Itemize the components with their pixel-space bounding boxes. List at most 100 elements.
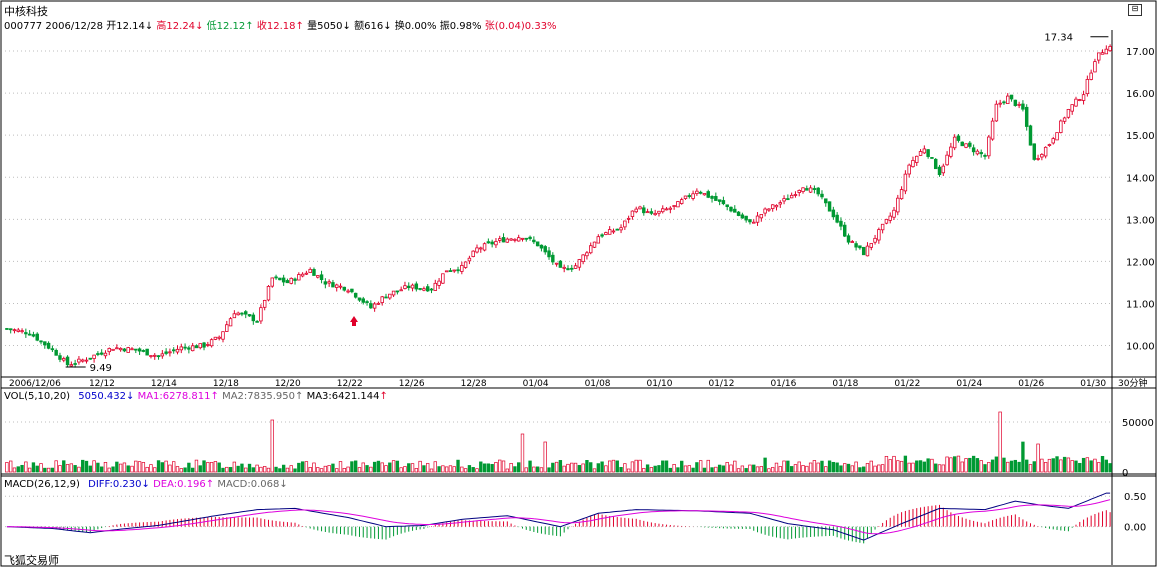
volume-bar — [513, 466, 517, 473]
candle-body — [35, 333, 39, 341]
volume-bar — [209, 462, 214, 473]
date-tick-label: 01/16 — [770, 379, 796, 389]
candle-body — [369, 303, 373, 309]
candle-body — [334, 284, 339, 288]
candle-body — [278, 277, 282, 281]
high-price: 高12.24 — [156, 21, 196, 32]
candle-body — [422, 288, 426, 291]
volume-bar — [297, 462, 301, 473]
volume-bar — [479, 461, 483, 473]
volume-bar — [858, 467, 862, 473]
volume-bar — [308, 467, 312, 473]
volume-bar — [5, 462, 9, 473]
candle-body — [338, 285, 343, 288]
volume-bar — [482, 463, 487, 473]
date-tick-label: 12/26 — [399, 379, 425, 389]
candle-body — [494, 241, 498, 246]
candle-body — [115, 347, 119, 350]
volume-bar — [846, 463, 851, 473]
volume-bar — [137, 461, 142, 473]
candle-body — [899, 189, 904, 200]
volume-bar — [854, 461, 858, 473]
price-tick-label: 10.00 — [1126, 342, 1155, 353]
volume-bar — [1021, 441, 1025, 473]
candle-body — [156, 355, 161, 358]
candle-body — [607, 229, 612, 235]
volume-bar — [31, 462, 36, 473]
candle-body — [479, 247, 483, 250]
volume-bar — [62, 460, 66, 473]
candle-body — [968, 142, 972, 147]
volume-bar — [255, 464, 259, 473]
volume-bar — [717, 464, 722, 473]
window-toggle-button[interactable]: ⊟ — [1128, 4, 1142, 16]
volume-bar — [81, 459, 85, 473]
volume-bar — [589, 462, 593, 473]
date-tick-label: 01/08 — [585, 379, 611, 389]
candle-body — [357, 297, 362, 301]
volume-bar — [259, 466, 263, 473]
candle-body — [975, 150, 980, 155]
candle-body — [433, 282, 438, 291]
low-price: 低12.12 — [206, 21, 246, 32]
volume-bar — [69, 463, 74, 473]
candle-body — [342, 286, 347, 291]
candle-body — [221, 331, 225, 340]
quote-date: 2006/12/28 — [45, 21, 104, 32]
candle-body — [429, 288, 434, 291]
candle-body — [452, 269, 456, 272]
candle-body — [255, 320, 259, 323]
volume-bar — [987, 462, 991, 473]
volume-bar — [444, 466, 449, 473]
volume-bar — [554, 461, 559, 473]
macd-diff-line — [6, 492, 1111, 541]
volume-bar — [471, 467, 475, 473]
candle-body — [714, 195, 718, 201]
candle-body — [509, 238, 513, 241]
volume-bar — [460, 466, 464, 473]
candle-body — [232, 313, 237, 319]
volume-bar — [1089, 460, 1093, 473]
volume-bar — [1093, 458, 1097, 473]
candle-body — [12, 329, 17, 332]
volume-bar — [608, 460, 612, 473]
candle-body — [835, 214, 839, 223]
candle-body — [554, 262, 559, 265]
candle-body — [877, 229, 881, 241]
candle-body — [516, 237, 521, 242]
volume-bar — [535, 466, 540, 473]
volume-bar — [122, 462, 127, 473]
volume-bar — [960, 461, 964, 473]
volume-bar — [1025, 459, 1029, 473]
candle-body — [410, 284, 415, 289]
volume-bar — [194, 459, 199, 473]
candle-body — [661, 208, 665, 213]
candle-body — [407, 285, 411, 289]
candle-body — [77, 358, 81, 363]
candle-body — [141, 350, 146, 352]
volume-bar — [369, 466, 373, 473]
candle-body — [971, 147, 976, 153]
candle-body — [888, 215, 892, 221]
volume-bar — [698, 460, 703, 473]
volume-bar — [441, 465, 445, 473]
date-tick-label: 01/30 — [1080, 379, 1106, 389]
volume-bar — [1097, 462, 1101, 473]
candle-body — [456, 269, 460, 272]
candle-body — [414, 283, 419, 290]
volume-bar — [562, 465, 566, 473]
volume-bar — [153, 467, 157, 473]
candle-body — [168, 351, 172, 354]
candle-body — [1002, 101, 1006, 104]
candle-body — [437, 280, 441, 286]
volume-bar — [831, 461, 836, 473]
candle-body — [467, 257, 472, 262]
candle-body — [1085, 79, 1090, 95]
volume-bar — [600, 461, 604, 473]
candle-body — [1055, 132, 1059, 141]
volume-bar — [107, 467, 111, 473]
candle-body — [543, 246, 547, 253]
volume-bar — [843, 463, 847, 473]
candle-body — [297, 274, 301, 281]
